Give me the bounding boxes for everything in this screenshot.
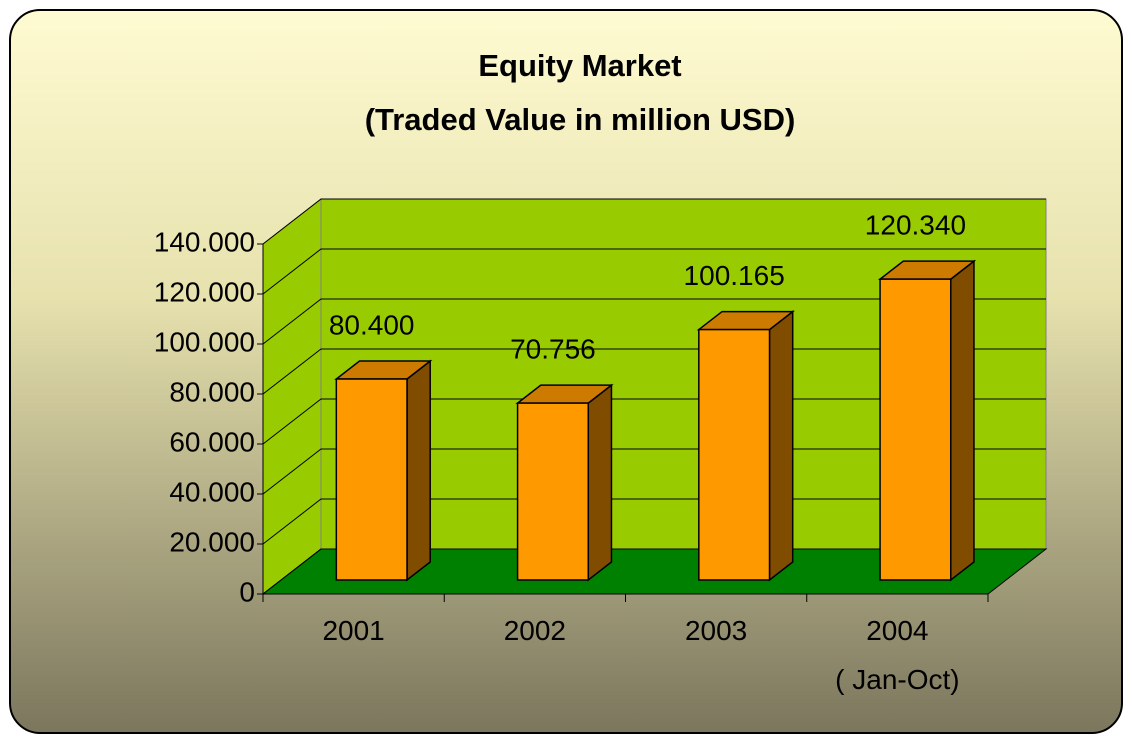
data-label: 120.340 xyxy=(865,210,966,241)
x-tick-label-line: 2002 xyxy=(504,615,566,646)
grid-line xyxy=(262,448,1046,495)
grid-line xyxy=(262,198,1046,245)
bar-side xyxy=(406,359,431,582)
bar xyxy=(516,402,590,581)
grid-line xyxy=(262,348,1046,395)
x-tick-label-line: 2001 xyxy=(322,615,384,646)
x-tick-label-line: 2003 xyxy=(685,615,747,646)
x-tick-label-line: ( Jan-Oct) xyxy=(835,664,959,695)
x-tick-label: 2003 xyxy=(685,615,747,646)
y-tick-label: 80.000 xyxy=(169,376,255,407)
data-label: 80.400 xyxy=(329,309,415,340)
bar xyxy=(879,278,952,581)
y-tick-label: 20.000 xyxy=(169,526,255,557)
bar-side xyxy=(950,259,975,582)
grid-line xyxy=(262,398,1046,445)
data-label: 100.165 xyxy=(684,260,785,291)
chart-title: Equity Market xyxy=(478,48,681,83)
y-tick-label: 0 xyxy=(239,576,255,607)
data-label: 70.756 xyxy=(510,334,596,365)
x-tick-label-line: 2004 xyxy=(866,615,928,646)
grid-line xyxy=(262,498,1046,545)
grid-line xyxy=(262,298,1046,345)
left-wall xyxy=(262,197,322,596)
y-tick-label: 120.000 xyxy=(154,276,255,307)
bar xyxy=(335,378,408,581)
bar-side xyxy=(768,310,794,582)
y-tick-label: 60.000 xyxy=(169,426,255,457)
grid-line xyxy=(262,548,1046,595)
x-tick-label: 2002 xyxy=(504,615,566,646)
x-tick-label: 2001 xyxy=(322,615,384,646)
grid-line xyxy=(262,248,1046,295)
y-tick-label: 40.000 xyxy=(169,476,255,507)
bar-side xyxy=(587,383,613,582)
x-tick-label: 2004 ( Jan-Oct) xyxy=(835,615,959,695)
y-tick-label: 140.000 xyxy=(154,226,255,257)
y-tick-label: 100.000 xyxy=(154,326,255,357)
chart-title: (Traded Value in million USD) xyxy=(365,102,796,137)
bar xyxy=(698,328,771,581)
